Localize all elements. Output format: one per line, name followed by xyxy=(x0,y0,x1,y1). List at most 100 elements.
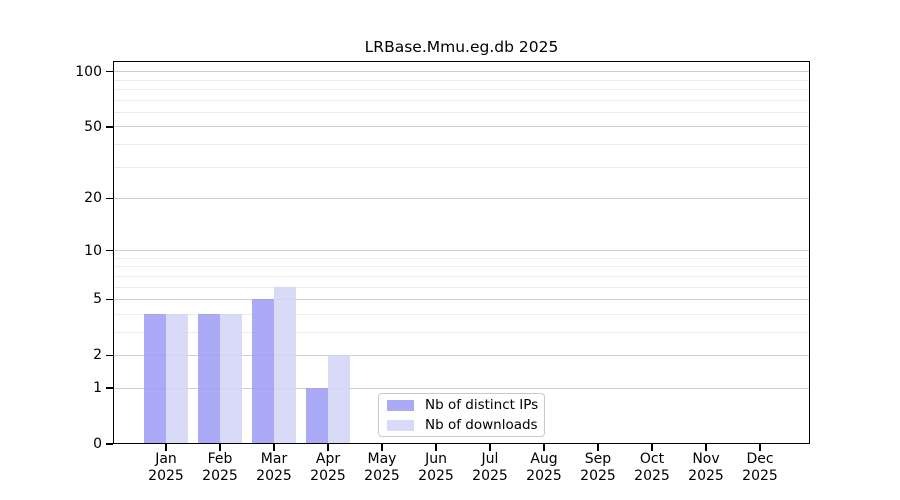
y-tick-label: 2 xyxy=(93,347,102,364)
gridline-minor xyxy=(113,144,810,146)
y-tick-mark xyxy=(106,354,113,357)
x-tick-label: Apr 2025 xyxy=(296,451,360,484)
y-tick-mark xyxy=(106,387,113,389)
x-tick-label: Mar 2025 xyxy=(242,451,306,484)
x-tick-month: Feb xyxy=(207,451,233,467)
x-tick-mark xyxy=(705,444,707,451)
bar-downloads-feb xyxy=(220,314,242,444)
chart-title: LRBase.Mmu.eg.db 2025 xyxy=(364,38,559,56)
x-tick-label: Nov 2025 xyxy=(674,451,738,484)
gridline-major xyxy=(113,354,810,356)
bar-distinct-ips-mar xyxy=(252,299,274,444)
x-tick-mark xyxy=(489,444,491,451)
x-tick-month: Nov xyxy=(692,451,720,467)
gridline-major xyxy=(113,71,810,73)
x-tick-year: 2025 xyxy=(148,467,184,484)
legend-item-distinct-ips: Nb of distinct IPs xyxy=(387,396,539,414)
legend-label-distinct-ips: Nb of distinct IPs xyxy=(425,397,539,413)
x-tick-month: Mar xyxy=(260,451,288,467)
gridline-major xyxy=(113,250,810,252)
x-tick-month: Apr xyxy=(315,451,341,467)
x-tick-year: 2025 xyxy=(526,467,562,484)
bar-downloads-apr xyxy=(328,355,350,444)
x-tick-mark xyxy=(597,444,599,451)
y-tick-label: 50 xyxy=(84,118,102,135)
x-tick-label: Jan 2025 xyxy=(134,451,198,484)
legend: Nb of distinct IPs Nb of downloads xyxy=(378,393,545,437)
x-tick-mark xyxy=(381,444,383,451)
y-tick-mark xyxy=(106,126,113,128)
x-tick-month: Jan xyxy=(155,451,177,467)
x-tick-label: Sep 2025 xyxy=(566,451,630,484)
x-tick-year: 2025 xyxy=(310,467,346,484)
y-tick-mark xyxy=(106,298,113,301)
gridline-minor xyxy=(113,89,810,91)
x-tick-year: 2025 xyxy=(256,467,292,484)
x-tick-year: 2025 xyxy=(202,467,238,484)
x-tick-label: Jun 2025 xyxy=(404,451,468,484)
x-tick-label: Oct 2025 xyxy=(620,451,684,484)
plot-area xyxy=(113,61,810,444)
x-tick-mark xyxy=(435,444,437,451)
x-tick-year: 2025 xyxy=(688,467,724,484)
x-tick-year: 2025 xyxy=(634,467,670,484)
y-tick-mark xyxy=(106,71,113,73)
gridline-minor xyxy=(113,257,810,259)
x-tick-month: May xyxy=(367,451,397,467)
x-tick-year: 2025 xyxy=(418,467,454,484)
bar-downloads-mar xyxy=(274,287,296,444)
gridline-minor xyxy=(113,111,810,114)
bar-distinct-ips-jan xyxy=(144,314,166,444)
x-tick-mark xyxy=(759,444,761,451)
bar-downloads-jan xyxy=(166,314,188,444)
legend-item-downloads: Nb of downloads xyxy=(387,416,538,434)
x-tick-mark xyxy=(219,444,221,451)
gridline-minor xyxy=(113,266,810,268)
gridline-minor xyxy=(113,331,810,333)
y-tick-label: 100 xyxy=(75,63,102,80)
y-tick-mark xyxy=(106,249,113,252)
gridline-minor xyxy=(113,99,810,101)
x-tick-label: Jul 2025 xyxy=(458,451,522,484)
x-tick-label: May 2025 xyxy=(350,451,414,484)
gridline-minor xyxy=(113,313,810,315)
x-tick-month: Jun xyxy=(425,451,447,467)
x-tick-year: 2025 xyxy=(580,467,616,484)
legend-label-downloads: Nb of downloads xyxy=(425,417,538,433)
bar-distinct-ips-apr xyxy=(306,388,328,444)
x-tick-month: Jul xyxy=(481,451,499,467)
x-tick-month: Sep xyxy=(584,451,612,467)
gridline-major xyxy=(113,387,810,389)
bar-distinct-ips-feb xyxy=(198,314,220,444)
y-tick-label: 10 xyxy=(84,242,102,259)
x-tick-year: 2025 xyxy=(364,467,400,484)
x-tick-month: Aug xyxy=(530,451,558,467)
x-tick-mark xyxy=(165,444,167,451)
y-tick-label: 0 xyxy=(93,436,102,452)
y-tick-label: 1 xyxy=(93,380,102,397)
y-tick-mark xyxy=(106,443,113,445)
gridline-major xyxy=(113,298,810,301)
x-tick-year: 2025 xyxy=(472,467,508,484)
x-tick-month: Oct xyxy=(639,451,665,467)
x-tick-mark xyxy=(327,444,329,451)
gridline-minor xyxy=(113,166,810,168)
x-tick-mark xyxy=(273,444,275,451)
gridline-major xyxy=(113,197,810,200)
x-tick-label: Aug 2025 xyxy=(512,451,576,484)
gridline-minor xyxy=(113,275,810,277)
legend-swatch-distinct-ips xyxy=(387,399,414,411)
gridline-minor xyxy=(113,79,810,81)
gridline-minor xyxy=(113,286,810,288)
y-tick-label: 20 xyxy=(84,190,102,207)
x-tick-label: Feb 2025 xyxy=(188,451,252,484)
y-tick-label: 5 xyxy=(93,291,102,308)
y-tick-mark xyxy=(106,197,113,200)
x-tick-year: 2025 xyxy=(742,467,778,484)
gridline-major xyxy=(113,126,810,128)
x-tick-mark xyxy=(651,444,653,451)
x-tick-mark xyxy=(543,444,545,451)
legend-swatch-downloads xyxy=(387,419,414,431)
x-tick-month: Dec xyxy=(746,451,774,467)
